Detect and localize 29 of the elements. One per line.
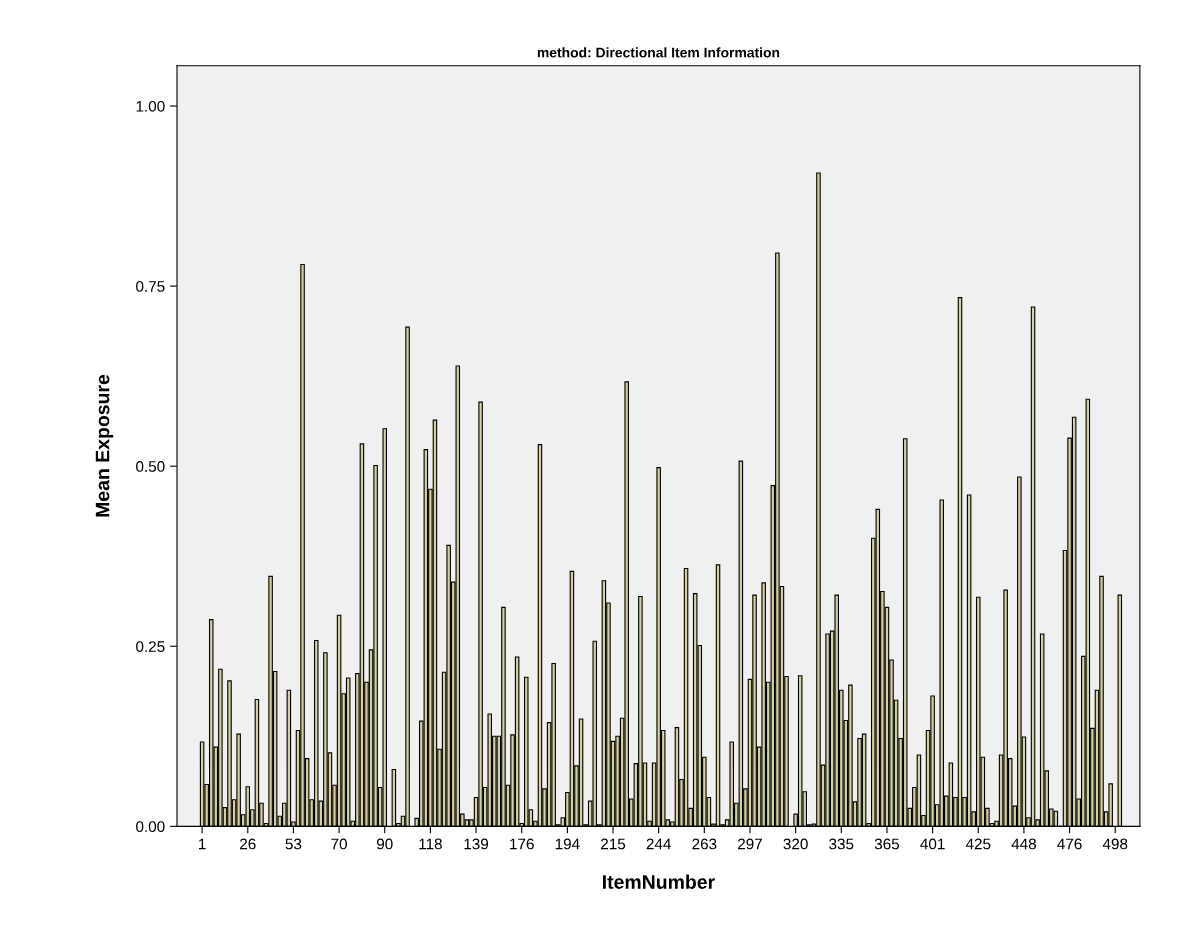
x-tick-label: 320 xyxy=(783,838,808,850)
x-tick-label: 139 xyxy=(464,838,489,850)
x-tick-label: 176 xyxy=(510,838,534,850)
x-tick-label: 26 xyxy=(240,838,256,850)
y-tick-label: 0.25 xyxy=(136,641,165,652)
x-tick-label: 425 xyxy=(965,838,991,850)
x-tick-label: 244 xyxy=(646,838,671,850)
x-tick-label: 215 xyxy=(601,838,626,850)
x-tick-label: 90 xyxy=(376,838,393,850)
x-tick-label: 297 xyxy=(738,838,762,850)
y-tick-label: 0.50 xyxy=(136,461,165,472)
x-axis-title: ItemNumber xyxy=(603,874,715,889)
x-tick-label: 194 xyxy=(555,838,580,850)
y-tick-label: 0.00 xyxy=(136,821,165,833)
x-tick-label: 401 xyxy=(920,838,945,850)
x-tick-label: 70 xyxy=(331,838,347,850)
x-tick-label: 53 xyxy=(285,838,302,850)
x-tick-label: 1 xyxy=(199,838,206,850)
x-tick-label: 498 xyxy=(1102,838,1128,850)
y-tick-label: 1.00 xyxy=(136,100,165,112)
x-tick-label: 476 xyxy=(1057,838,1082,850)
x-tick-label: 448 xyxy=(1011,838,1036,850)
x-tick-label: 263 xyxy=(692,838,717,850)
x-tick-label: 335 xyxy=(829,838,854,850)
x-tick-label: 118 xyxy=(419,838,442,850)
y-tick-label: 0.75 xyxy=(136,280,165,292)
x-tick-label: 365 xyxy=(874,838,900,850)
y-axis-title: Mean Exposure xyxy=(95,374,114,517)
chart-title: method: Directional Item Information xyxy=(537,47,780,58)
